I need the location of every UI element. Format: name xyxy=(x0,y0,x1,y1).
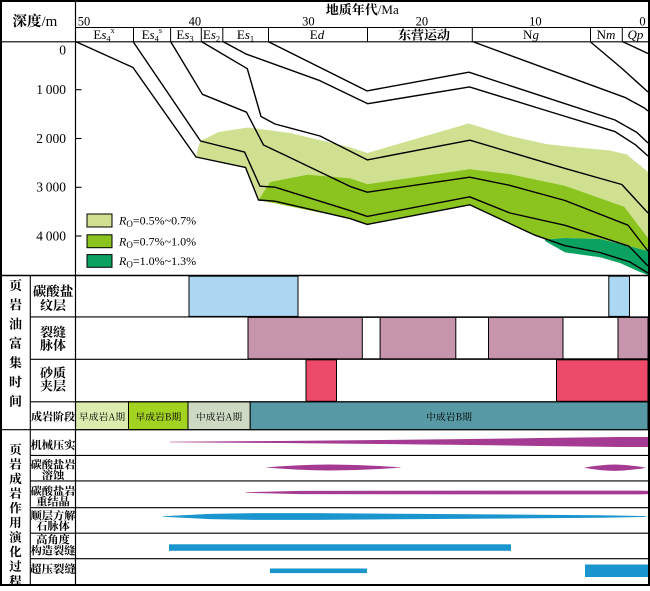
svg-text:2 000: 2 000 xyxy=(36,131,66,146)
svg-text:40: 40 xyxy=(189,15,202,29)
svg-text:Ed: Ed xyxy=(310,27,325,42)
svg-text:0: 0 xyxy=(59,43,66,58)
svg-text:Es4s: Es4s xyxy=(142,26,162,44)
svg-text:Es3: Es3 xyxy=(176,27,193,44)
svg-text:Nm: Nm xyxy=(597,27,616,42)
svg-text:20: 20 xyxy=(416,15,429,29)
svg-text:10: 10 xyxy=(529,15,542,29)
svg-text:/Ma: /Ma xyxy=(378,2,399,17)
svg-text:/m: /m xyxy=(42,14,58,30)
svg-text:3 000: 3 000 xyxy=(36,180,66,195)
svg-text:0: 0 xyxy=(639,15,645,29)
svg-text:1 000: 1 000 xyxy=(36,82,66,97)
svg-text:Es1: Es1 xyxy=(237,27,254,44)
svg-text:50: 50 xyxy=(78,15,91,29)
svg-text:Es4x: Es4x xyxy=(93,26,114,44)
svg-text:Ng: Ng xyxy=(523,27,539,42)
svg-text:Qp: Qp xyxy=(628,27,644,42)
svg-text:RO=1.0%~1.3%: RO=1.0%~1.3% xyxy=(118,254,196,270)
svg-text:RO=0.7%~1.0%: RO=0.7%~1.0% xyxy=(118,234,196,250)
svg-text:30: 30 xyxy=(302,15,315,29)
svg-text:RO=0.5%~0.7%: RO=0.5%~0.7% xyxy=(118,214,196,230)
svg-text:Es2: Es2 xyxy=(203,27,220,44)
svg-text:4 000: 4 000 xyxy=(36,228,66,243)
